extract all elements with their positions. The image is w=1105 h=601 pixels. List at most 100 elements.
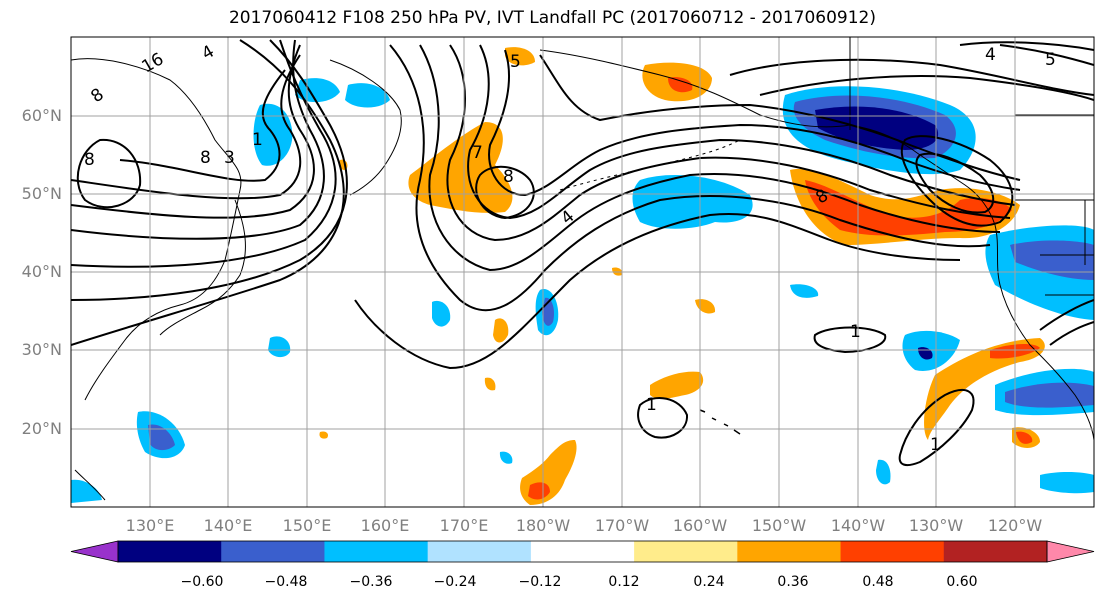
lon-label: 140°W (830, 516, 886, 535)
pv-contour-line (1039, 299, 1094, 331)
us-state-border (1040, 200, 1094, 296)
pv-contour-line (119, 69, 286, 182)
colorbar-tick-label: −0.60 (180, 574, 224, 590)
contour-label: 4 (557, 207, 578, 229)
hawaiian-islands (699, 409, 741, 435)
pv-contour-loop (898, 389, 975, 467)
lon-label: 140°E (203, 516, 253, 535)
strong-negative-anomaly-region (148, 424, 175, 451)
coastline-asia (71, 58, 242, 401)
strong-negative-anomaly-region (1010, 240, 1094, 280)
pv-contour-line (71, 39, 348, 301)
coastline-north-america-west (994, 224, 1094, 441)
lon-label: 120°W (987, 516, 1043, 535)
map-frame (70, 36, 1095, 508)
pv-contour-loop (76, 138, 142, 209)
pv-contour-line (759, 75, 1094, 101)
contour-label: 3 (224, 148, 235, 168)
lon-label: 160°E (360, 516, 410, 535)
contour-label: 7 (472, 143, 483, 163)
strong-negative-anomaly-region (1005, 382, 1094, 408)
pv-contour-line (488, 49, 1021, 197)
negative-anomaly-region (499, 451, 513, 464)
contour-label: 5 (510, 52, 521, 72)
lat-label: 30°N (21, 340, 62, 359)
pv-contour-loop (637, 396, 689, 439)
colorbar-segment (634, 541, 738, 562)
colorbar-tick-label: 0.24 (693, 574, 725, 590)
colorbar-tick-label: −0.12 (518, 574, 562, 590)
colorbar-tick-label: 0.60 (946, 574, 978, 590)
pv-contour-line (729, 58, 1094, 96)
negative-anomaly-region (268, 336, 291, 358)
contour-label: 8 (87, 85, 107, 108)
negative-anomaly-region (632, 175, 753, 229)
colorbar-segment (840, 541, 945, 562)
positive-anomaly-region (484, 377, 496, 391)
pv-contour-line (999, 44, 1094, 66)
colorbar-segment (324, 541, 429, 562)
coastlines (71, 49, 1094, 501)
pv-contour-line (71, 39, 337, 268)
coastline-kamchatka (329, 59, 402, 196)
pv-contour-line (959, 41, 1094, 51)
negative-anomaly-region (432, 300, 451, 327)
strong-positive-anomaly-region (1016, 431, 1033, 444)
lon-label: 170°E (439, 516, 489, 535)
negative-anomaly-region (345, 83, 390, 108)
pv-contour-line (419, 44, 1001, 272)
pv-contour-loop (475, 165, 535, 220)
lon-label: 150°E (282, 516, 332, 535)
philippines-coast (74, 469, 106, 501)
colorbar-tick-label: 0.48 (862, 574, 894, 590)
lat-label: 20°N (21, 419, 62, 438)
contour-label: 8 (84, 150, 95, 170)
positive-anomaly-region (493, 318, 509, 343)
contour-label: 16 (139, 49, 168, 77)
lon-label: 130°E (125, 516, 175, 535)
lon-label: 150°W (751, 516, 807, 535)
colorbar-segment (943, 541, 1048, 562)
colorbar-tick-label: 0.12 (608, 574, 640, 590)
contour-label: 4 (199, 42, 218, 65)
negative-anomaly-region (1040, 471, 1094, 494)
positive-anomaly-region (319, 431, 329, 439)
contour-label: 8 (503, 167, 514, 187)
positive-anomaly-region (408, 122, 513, 213)
pv-contour-line (71, 44, 315, 219)
lat-label: 50°N (21, 184, 62, 203)
colorbar-segment (118, 541, 222, 562)
pv-contour-line (446, 44, 1011, 242)
lon-label: 180°W (515, 516, 571, 535)
positive-anomaly-region (695, 299, 716, 314)
canada-province-border (1014, 114, 1094, 200)
negative-anomaly-region (295, 78, 340, 103)
negative-anomaly-region (902, 330, 960, 371)
strong-positive-anomaly-region (528, 482, 550, 500)
pv-contour-line (354, 213, 961, 370)
colorbar-segment (737, 541, 842, 562)
colorbar-tick-label: −0.24 (433, 574, 477, 590)
contour-label: 1 (850, 322, 861, 342)
contour-label: 8 (200, 148, 211, 168)
pv-contour-line (71, 39, 325, 240)
pv-contour-line (71, 54, 302, 200)
colorbar-segment (427, 541, 532, 562)
colorbar-segment (221, 541, 325, 562)
contour-label: 1 (252, 130, 263, 150)
colorbar (70, 540, 1095, 563)
positive-anomaly-region (505, 47, 535, 66)
lon-label: 170°W (594, 516, 650, 535)
map-title: 2017060412 F108 250 hPa PV, IVT Landfall… (228, 8, 876, 28)
colorbar-tick-label: −0.36 (349, 574, 393, 590)
contour-label: 4 (985, 45, 996, 65)
colorbar-tick-label: −0.48 (264, 574, 308, 590)
strong-positive-anomaly-region (668, 77, 693, 93)
pv-contour-line (1049, 321, 1094, 346)
positive-anomaly-region (650, 371, 704, 399)
colorbar-segment (1046, 540, 1095, 563)
coastline-alaska (539, 49, 996, 226)
pv-contour-loop (900, 135, 1014, 227)
pv-contour-line (389, 44, 991, 312)
colorbar-segment (70, 540, 119, 563)
